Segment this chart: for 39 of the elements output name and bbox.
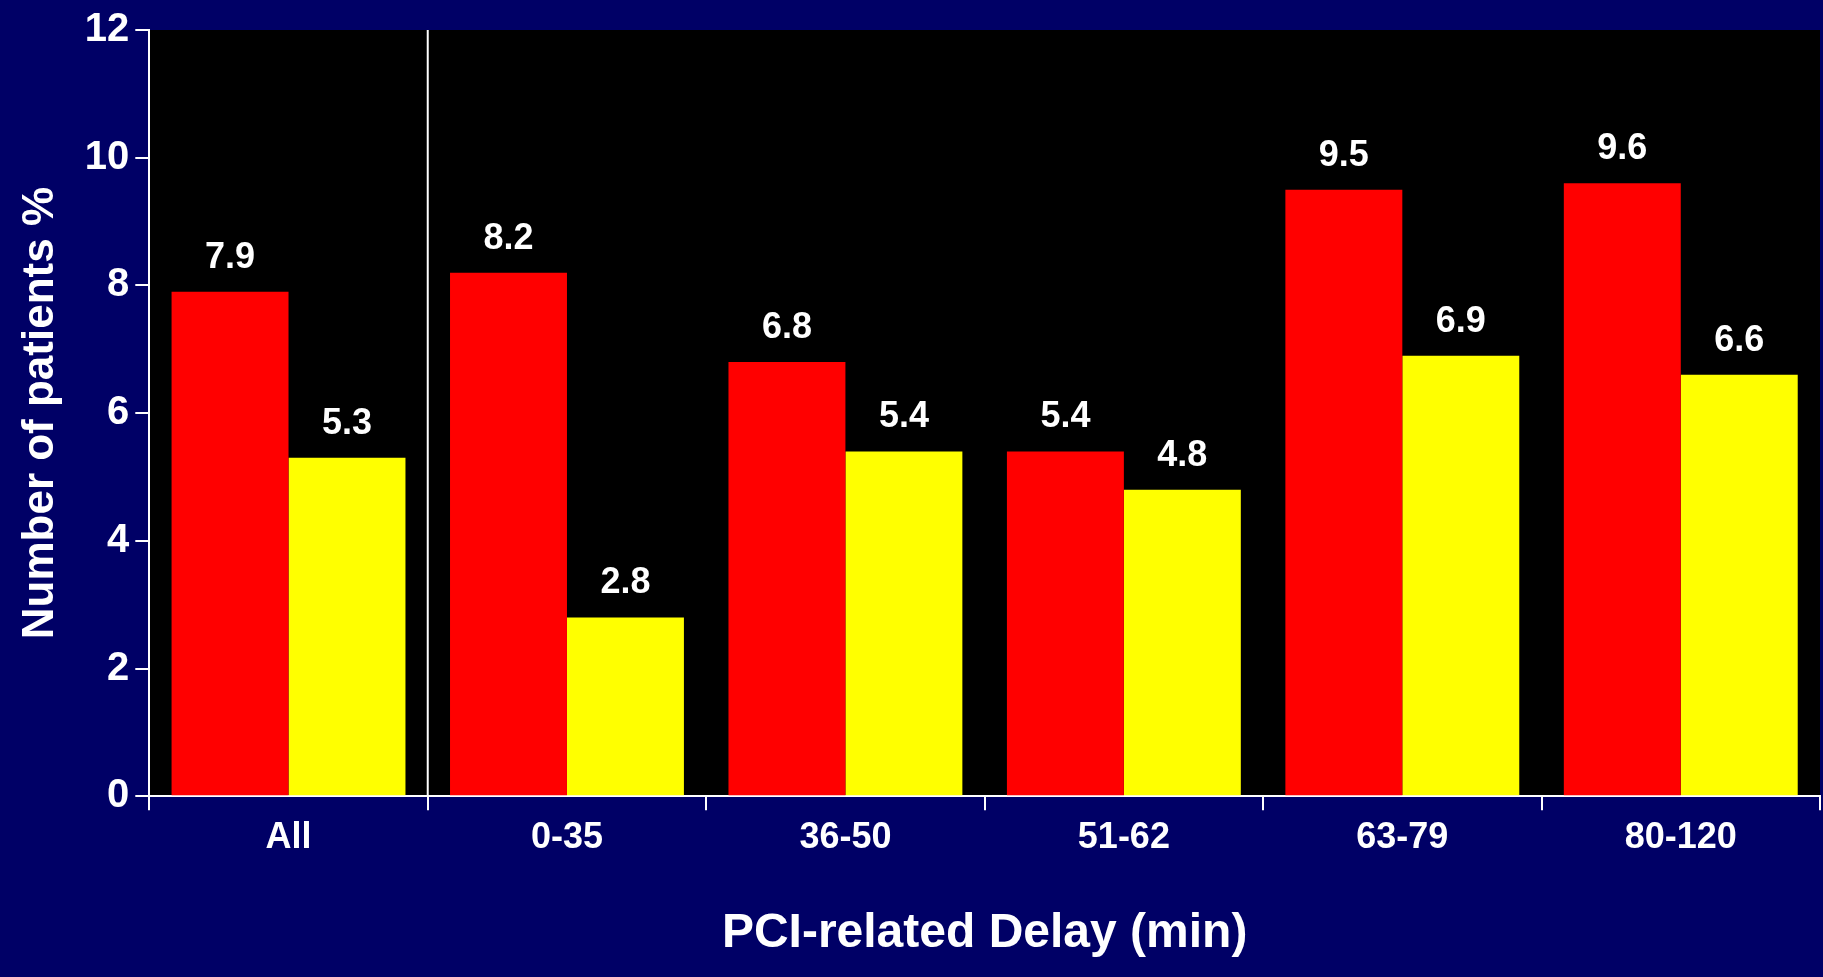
bar: [728, 362, 846, 796]
data-label: 6.9: [1435, 298, 1486, 340]
x-tick-label: All: [265, 814, 312, 856]
bar: [1680, 374, 1798, 796]
data-label: 6.6: [1714, 317, 1765, 359]
y-tick-label: 8: [107, 260, 130, 305]
data-label: 9.5: [1318, 132, 1369, 174]
data-label: 9.6: [1597, 126, 1648, 168]
y-tick-label: 4: [107, 515, 131, 560]
data-label: 2.8: [600, 560, 651, 602]
y-axis-title: Number of patients %: [12, 186, 62, 640]
data-label: 4.8: [1157, 432, 1208, 474]
bar: [1563, 183, 1681, 796]
y-tick-label: 10: [84, 132, 130, 177]
data-label: 5.4: [878, 394, 929, 436]
y-tick-label: 6: [107, 388, 130, 433]
x-axis-title: PCI-related Delay (min): [721, 904, 1248, 958]
data-label: 7.9: [205, 234, 256, 276]
bar: [288, 457, 406, 796]
y-tick-label: 0: [107, 771, 130, 816]
x-tick-label: 51-62: [1077, 814, 1170, 856]
x-tick-label: 36-50: [799, 814, 892, 856]
data-label: 6.8: [761, 304, 812, 346]
data-label: 8.2: [483, 215, 534, 257]
bar: [1006, 451, 1124, 796]
x-tick-label: 80-120: [1624, 814, 1737, 856]
data-label: 5.3: [321, 400, 373, 442]
data-label: 5.4: [1040, 394, 1091, 436]
bar: [1285, 189, 1403, 796]
bar: [566, 617, 684, 796]
bar: [1123, 489, 1241, 796]
bar: [450, 272, 567, 796]
x-tick-label: 63-79: [1356, 814, 1449, 856]
bar: [845, 451, 963, 796]
y-tick-label: 2: [107, 643, 130, 688]
x-tick-label: 0-35: [530, 814, 603, 856]
bar: [1402, 355, 1520, 796]
y-tick-label: 12: [84, 5, 130, 50]
bar: [171, 291, 289, 796]
